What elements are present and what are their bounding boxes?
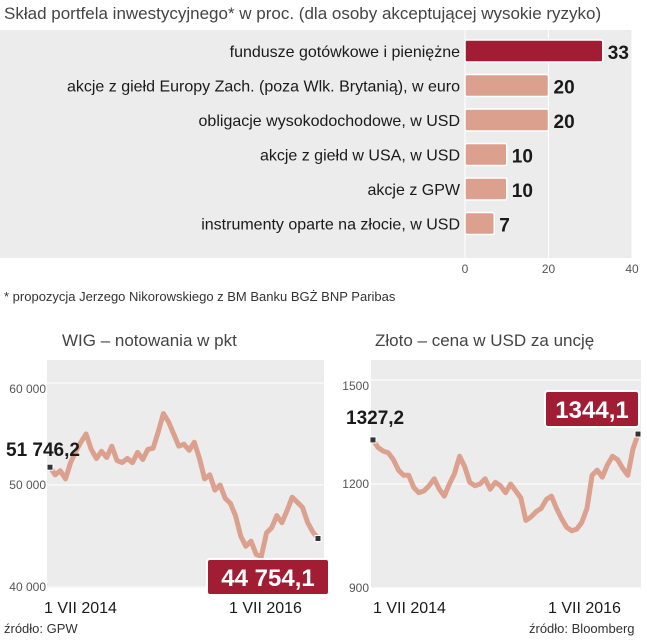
bar-value-label: 10 xyxy=(512,181,533,202)
bar xyxy=(464,73,550,98)
wig-y-tick-label: 40 000 xyxy=(9,580,46,594)
bar-category-label: instrumenty oparte na złocie, w USD xyxy=(201,217,460,234)
bar-value-label: 33 xyxy=(608,43,629,64)
gold-series-line xyxy=(370,431,641,534)
wig-y-tick-label: 50 000 xyxy=(9,478,46,492)
wig-source: źródło: GPW xyxy=(4,621,78,636)
wig-chart-panel xyxy=(47,360,324,588)
bar xyxy=(464,142,508,167)
top-chart-title: Skład portfela inwestycyjnego* w proc. (… xyxy=(4,4,602,23)
wig-end-marker xyxy=(314,535,322,543)
bar-value-label: 7 xyxy=(499,216,510,237)
gold-chart-title: Złoto – cena w USD za uncję xyxy=(375,331,595,350)
portfolio-bar-chart: fundusze gotówkowe i pieniężne 33 akcje z … xyxy=(0,30,639,276)
bar-value-label: 10 xyxy=(512,147,533,168)
gold-start-marker xyxy=(369,436,377,444)
gold-line-chart: 1500 1200 900 1327,2 1344,1 1 VII 2014 1 V… xyxy=(342,360,642,617)
wig-y-tick-label: 60 000 xyxy=(9,382,46,396)
gold-end-value: 1344,1 xyxy=(555,397,628,424)
gold-y-tick-label: 1200 xyxy=(342,477,369,491)
wig-start-value: 51 746,2 xyxy=(6,440,80,461)
wig-chart-title: WIG – notowania w pkt xyxy=(62,331,237,350)
gold-start-value: 1327,2 xyxy=(346,408,404,429)
gold-y-tick-label: 900 xyxy=(349,581,369,595)
bar-x-tick-label: 20 xyxy=(542,262,556,276)
gold-x-tick-right: 1 VII 2016 xyxy=(548,600,621,617)
wig-x-tick-right: 1 VII 2016 xyxy=(229,600,302,617)
wig-start-marker xyxy=(46,463,54,471)
bar-x-tick-label: 40 xyxy=(625,262,639,276)
wig-line-chart: 60 000 50 000 40 000 51 746,2 44 754,1 1 V… xyxy=(6,360,330,617)
bar-value-label: 20 xyxy=(554,112,575,133)
wig-end-badge xyxy=(206,558,330,596)
bar xyxy=(464,211,495,236)
gold-source: źródło: Bloomberg xyxy=(529,621,635,636)
bar xyxy=(464,108,550,132)
wig-x-tick-left: 1 VII 2014 xyxy=(44,600,117,617)
bar-category-label: akcje z GPW xyxy=(368,182,461,199)
bar xyxy=(464,39,604,63)
bar xyxy=(464,177,508,201)
wig-end-value: 44 754,1 xyxy=(221,565,314,592)
bar-category-label: akcje z giełd w USA, w USD xyxy=(260,148,460,165)
bar-category-label: akcje z giełd Europy Zach. (poza Wlk. Br… xyxy=(67,79,460,96)
bar-value-label: 20 xyxy=(554,78,575,99)
bar-chart-panel xyxy=(0,30,632,258)
wig-series-line xyxy=(47,411,321,559)
gold-end-badge xyxy=(544,390,640,428)
bar-category-label: fundusze gotówkowe i pieniężne xyxy=(230,44,460,61)
gold-x-tick-left: 1 VII 2014 xyxy=(373,600,446,617)
gold-y-tick-label: 1500 xyxy=(342,379,369,393)
gold-end-marker xyxy=(634,430,642,438)
bar-x-tick-label: 0 xyxy=(462,262,469,276)
bar-category-label: obligacje wysokodochodowe, w USD xyxy=(199,113,460,130)
footnote: * propozycja Jerzego Nikorowskiego z BM … xyxy=(4,289,396,304)
